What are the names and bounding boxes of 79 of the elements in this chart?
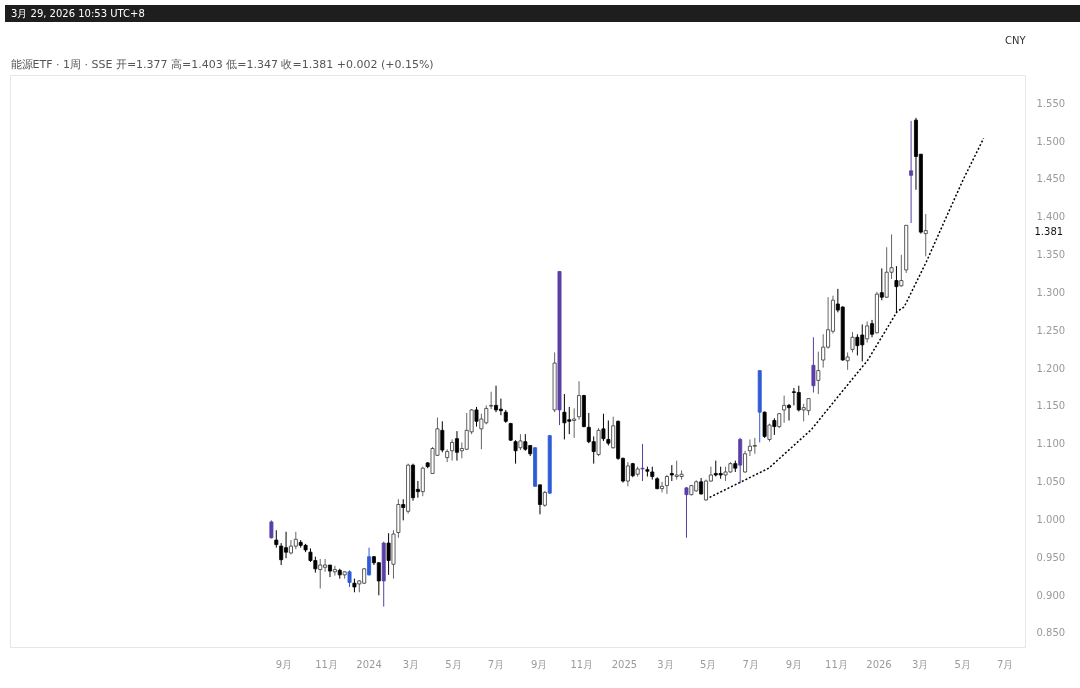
candlestick (332, 565, 337, 577)
x-tick-label: 9月 (785, 658, 803, 670)
candlestick (816, 351, 821, 395)
y-tick-label: 1.450 (1036, 173, 1066, 185)
text: 1.381 (1034, 225, 1064, 237)
candlestick (538, 484, 542, 515)
x-tick-label: 5月 (699, 658, 717, 670)
y-tick-label: 1.350 (1036, 249, 1066, 261)
candlestick (796, 385, 801, 412)
candlestick (601, 413, 606, 442)
candlestick (879, 267, 884, 301)
x-tick-label: 7月 (742, 658, 759, 670)
candlestick (855, 333, 860, 356)
chart-title: 能源ETF · 1周 · SSE 开=1.377 高=1.403 低=1.347 收=1.381 +0.002 (+0.15%) (10, 57, 434, 71)
candlestick (269, 519, 274, 540)
candlestick (821, 333, 826, 369)
candlestick (367, 547, 372, 577)
candlestick (440, 420, 445, 453)
y-tick-label: 1.250 (1036, 324, 1066, 336)
candlestick (513, 439, 518, 465)
y-tick-label: 1.400 (1036, 211, 1066, 223)
candlestick (489, 391, 494, 410)
y-tick-label: 1.100 (1036, 438, 1066, 450)
candlestick (454, 430, 459, 462)
x-tick-label: 2025 (611, 658, 638, 670)
y-tick-label: 1.300 (1036, 286, 1066, 298)
candlestick (743, 450, 748, 474)
candlestick (923, 213, 928, 257)
candlestick (577, 380, 582, 421)
candlestick (562, 393, 567, 440)
candlestick (850, 331, 855, 353)
candlestick (899, 254, 904, 288)
x-tick-label: 9月 (531, 658, 548, 670)
candlestick (811, 336, 816, 394)
candlestick (782, 395, 787, 424)
y-tick-label: 1.550 (1036, 97, 1066, 109)
x-tick-label: 5月 (954, 658, 971, 670)
candlestick (894, 265, 899, 314)
x-tick-label: 2026 (866, 658, 892, 670)
x-tick-label: 11月 (315, 658, 338, 670)
x-tick-label: 3月 (402, 658, 420, 670)
candlestick (318, 558, 323, 589)
x-tick-label: 3月 (657, 658, 674, 670)
x-tick-label: 7月 (997, 658, 1014, 670)
candlestick (401, 498, 406, 521)
x-tick-label: 3月 (911, 658, 929, 670)
x-tick-label: 5月 (445, 658, 462, 670)
y-tick-label: 0.950 (1036, 551, 1066, 563)
text: 3月 29, 2026 10:53 UTC+8 (11, 7, 145, 21)
candlestick (640, 443, 645, 482)
candlestick (660, 481, 665, 493)
candlestick (420, 466, 425, 497)
y-tick-label: 1.050 (1036, 476, 1066, 488)
candlestick (909, 120, 914, 224)
candlestick (684, 486, 689, 539)
candlestick (611, 416, 616, 450)
x-tick-label: 9月 (275, 658, 293, 670)
candlestick (664, 474, 669, 495)
candlestick (572, 407, 577, 439)
x-tick-label: 11月 (570, 658, 594, 670)
x-tick-label: 11月 (825, 658, 848, 670)
y-tick-label: 0.900 (1036, 589, 1066, 601)
candlestick (474, 406, 479, 428)
y-tick-label: 1.000 (1036, 513, 1066, 525)
candlestick (498, 398, 503, 416)
candlestick (625, 461, 630, 487)
candlestick (606, 420, 611, 446)
x-tick-label: 7月 (487, 658, 505, 670)
candlestick (450, 438, 455, 462)
y-tick-label: 0.850 (1036, 627, 1066, 639)
y-tick-label: 1.500 (1036, 135, 1066, 147)
candlestick (787, 403, 791, 422)
candlestick (279, 542, 284, 566)
candlestick (865, 320, 870, 344)
text: CNY (1004, 34, 1027, 46)
candlestick (386, 532, 391, 576)
y-tick-label: 1.150 (1036, 400, 1066, 412)
y-tick-label: 1.200 (1036, 362, 1066, 374)
x-tick-label: 2024 (356, 658, 382, 670)
